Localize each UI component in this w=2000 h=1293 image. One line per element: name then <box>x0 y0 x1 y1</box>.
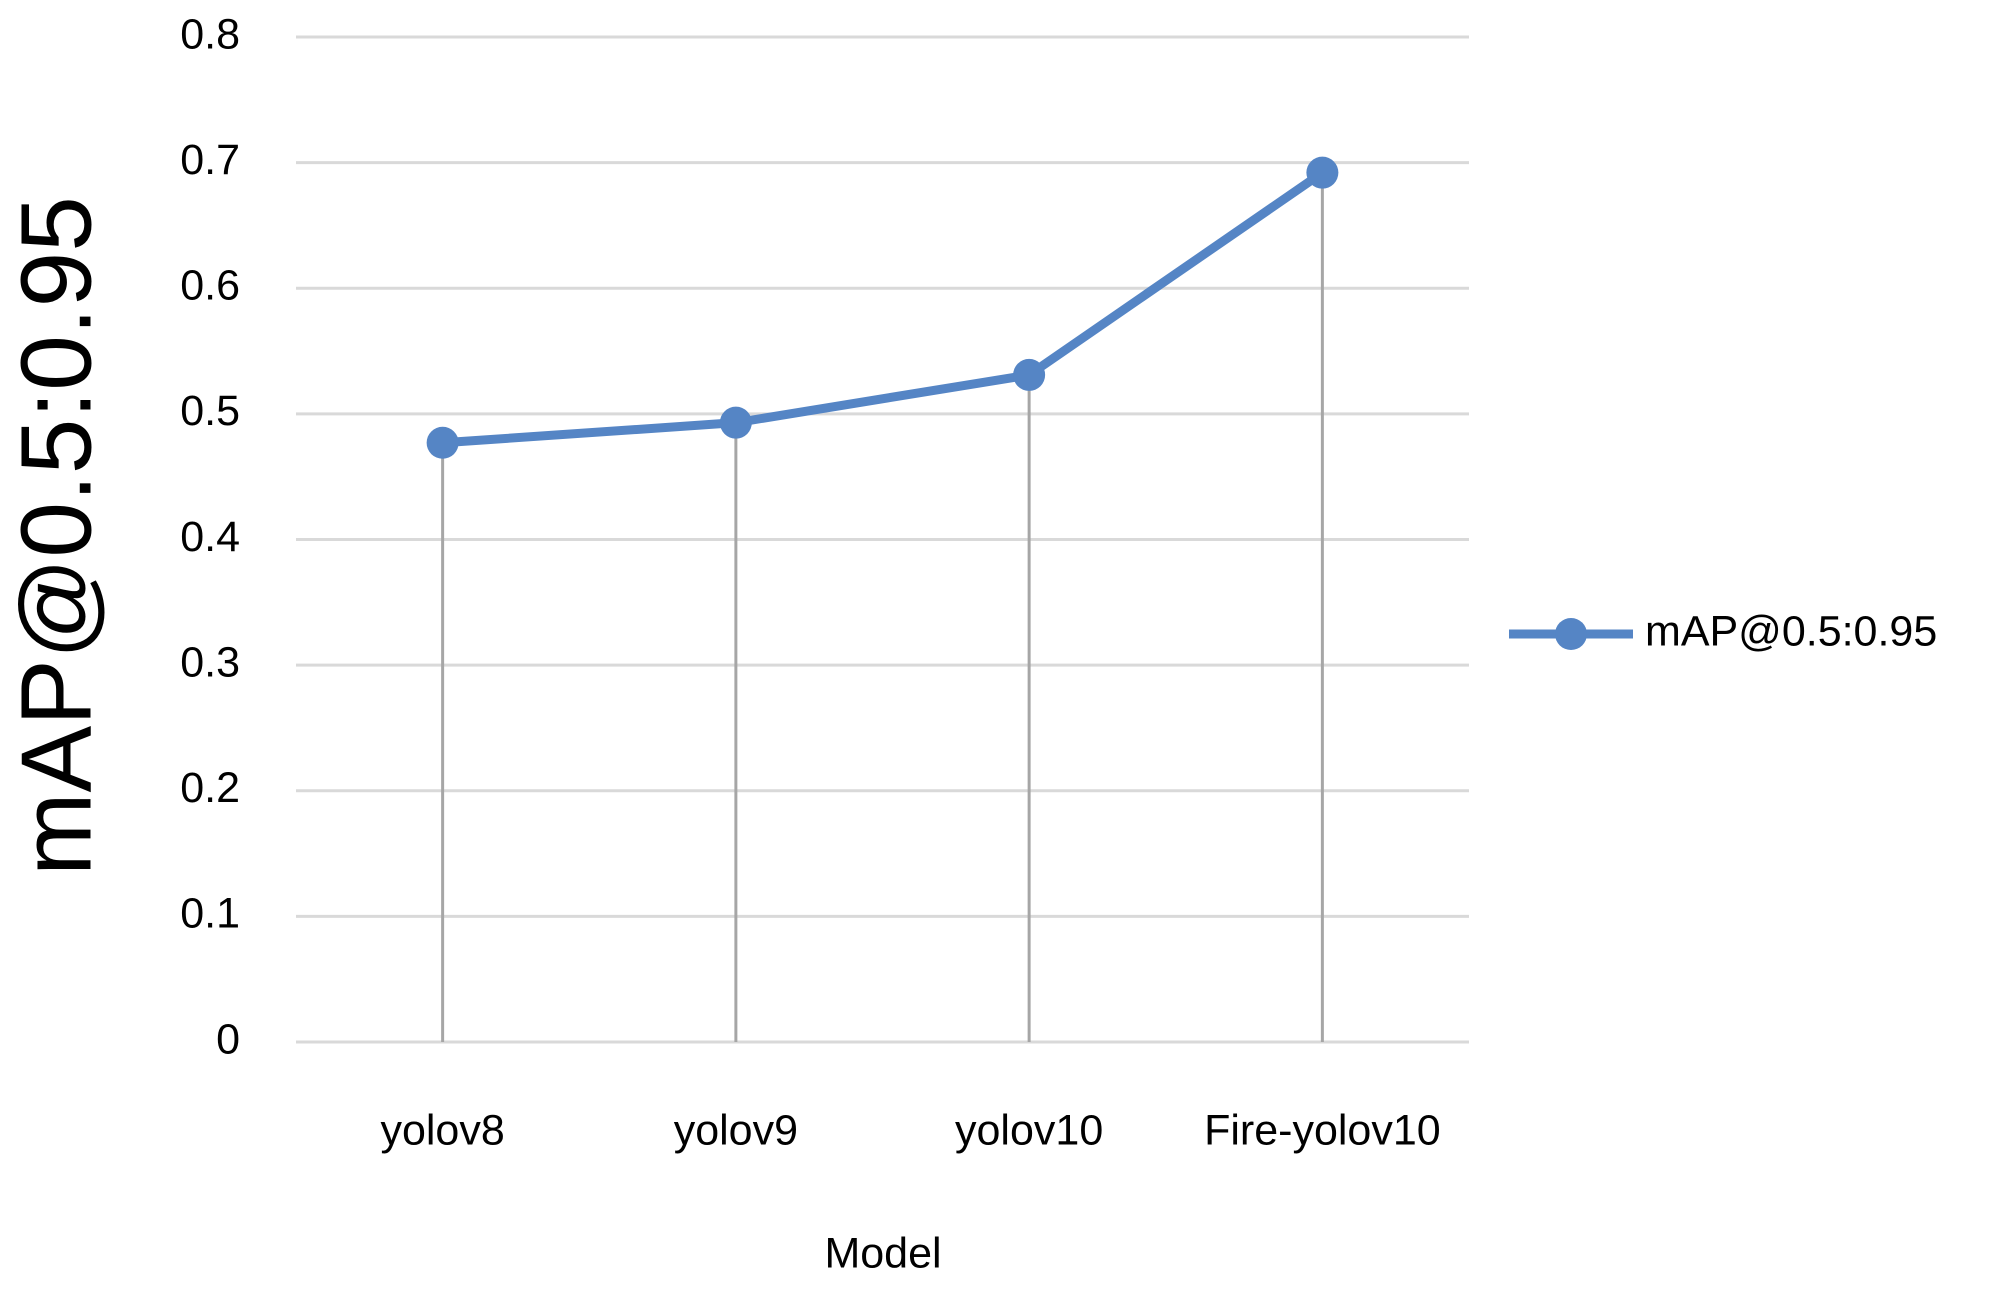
x-tick-label: yolov8 <box>380 1106 504 1154</box>
series-line <box>442 168 1325 448</box>
y-tick-label: 0.6 <box>180 262 240 310</box>
y-tick-label: 0.7 <box>180 136 240 184</box>
y-tick-label: 0.5 <box>180 387 240 435</box>
x-tick-label: yolov10 <box>955 1106 1103 1154</box>
y-axis-label: mAP@0.5:0.95 <box>0 196 112 876</box>
y-tick-label: 0.8 <box>180 10 240 58</box>
marker <box>1306 156 1339 189</box>
y-tick-label: 0 <box>216 1015 240 1063</box>
marker <box>426 426 459 459</box>
legend-label: mAP@0.5:0.95 <box>1645 607 1937 655</box>
y-tick-label: 0.2 <box>180 764 240 812</box>
legend-marker <box>1555 618 1587 650</box>
marker <box>1013 358 1046 391</box>
x-tick-label: yolov9 <box>674 1106 798 1154</box>
x-axis-label: Model <box>824 1229 941 1277</box>
y-tick-label: 0.1 <box>180 890 240 938</box>
x-tick-label: Fire-yolov10 <box>1204 1106 1441 1154</box>
marker <box>719 406 752 439</box>
y-tick-label: 0.4 <box>180 513 240 561</box>
y-tick-label: 0.3 <box>180 638 240 686</box>
